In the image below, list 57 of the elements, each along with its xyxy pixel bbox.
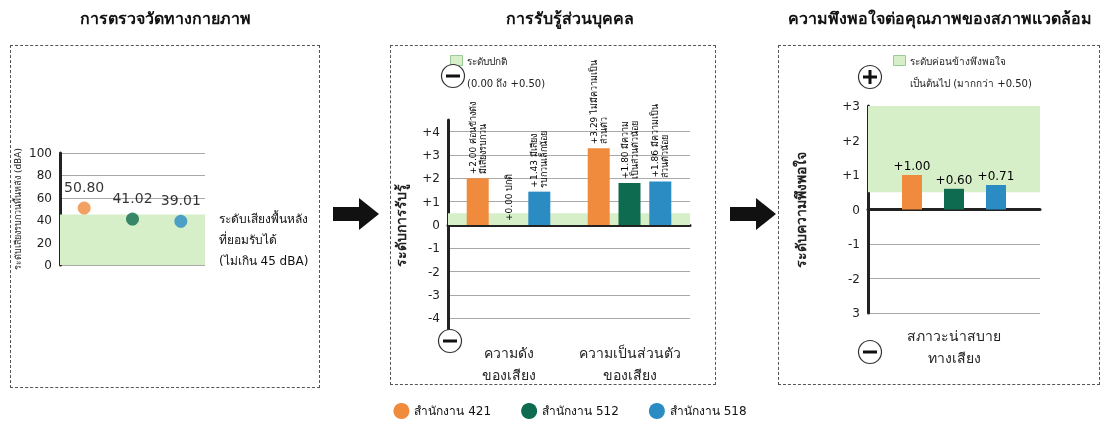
chart-title: การรับรู้ส่วนบุคคล [506, 8, 634, 30]
y-tick-label: 20 [36, 235, 52, 250]
legend-label: สำนักงาน 512 [542, 404, 619, 418]
y-tick-label: 100 [29, 146, 52, 160]
data-label: +1.80 มีความ เป็นส่วนตัวน้อย [619, 120, 640, 179]
x-tick-label: ความดัง ของเสียง [481, 345, 536, 383]
y-tick-label: +4 [422, 124, 440, 139]
point [174, 214, 188, 228]
y-tick-label: 3 [852, 306, 860, 320]
y-axis-title: ระดับเสียงรบกวนพื้นหลัง (dBA) [10, 148, 23, 270]
y-tick-label: -4 [428, 311, 440, 326]
legend-label: สำนักงาน 518 [669, 404, 747, 418]
y-tick-label: +3 [422, 148, 440, 162]
data-label: +2.00 ค่อนข้างดัง มีเสียงรบกวน [467, 101, 488, 175]
y-tick-label: 60 [36, 190, 52, 205]
y-axis-title: ระดับการรับรู้ [393, 183, 410, 267]
y-axis-title: ระดับความพึงพอใจ [792, 151, 809, 268]
data-label: +3.29 ไม่มีความเป็น ส่วนตัว [586, 59, 609, 145]
y-tick-label: 80 [36, 168, 52, 183]
data-label: +1.00 [893, 159, 931, 173]
bar [528, 191, 551, 225]
y-tick-label: 0 [852, 202, 860, 217]
y-tick-label: 40 [36, 213, 52, 228]
legend-label: ระดับค่อนข้างพึงพอใจ เป็นต้นไป (มากกว่า +0.50) [910, 55, 1032, 89]
y-tick-label: +1 [842, 168, 860, 182]
y-tick-label: 0 [432, 218, 440, 232]
y-tick-label: +3 [842, 99, 860, 113]
data-label: +0.00 ปกติ [503, 173, 514, 221]
y-tick-label: 0 [44, 258, 52, 272]
bar [649, 181, 672, 225]
y-tick-label: +2 [422, 171, 440, 186]
data-label: 39.01 [160, 191, 201, 208]
band-label: ระดับเสียงพื้นหลัง ที่ยอมรับได้ (ไม่เกิน 45 dBA) [219, 209, 309, 268]
legend-label: ระดับปกติ (0.00 ถึง +0.50) [467, 55, 546, 89]
y-tick-label: -1 [848, 237, 860, 251]
bar [587, 148, 610, 225]
y-tick-label: +1 [422, 194, 440, 209]
point [126, 212, 139, 226]
data-label: 50.80 [64, 178, 105, 195]
point [77, 201, 91, 215]
chart-title: การตรวจวัดทางกายภาพ [79, 8, 251, 28]
x-tick-label: สภาวะน่าสบาย ทางเสียง [907, 328, 1001, 366]
data-label: +0.71 [977, 169, 1015, 184]
chart-title: ความพึงพอใจต่อคุณภาพของสภาพแวดล้อม [788, 8, 1092, 29]
data-label: 41.02 [112, 189, 153, 206]
y-tick-label: -1 [428, 241, 440, 256]
y-tick-label: +2 [842, 133, 860, 148]
data-label: +0.60 [935, 172, 973, 187]
bar [618, 183, 641, 225]
legend-label: สำนักงาน 421 [414, 404, 492, 418]
y-tick-label: -2 [428, 264, 440, 279]
y-tick-label: -2 [848, 271, 860, 286]
data-label: +1.43 มีเสียง รบกวนเล็กน้อย [529, 130, 550, 188]
data-label: +1.86 มีความเป็น ส่วนตัวน้อย [648, 104, 671, 178]
x-tick-label: ความเป็นส่วนตัว ของเสียง [578, 344, 681, 383]
bar [466, 178, 489, 225]
y-tick-label: -3 [428, 288, 440, 302]
